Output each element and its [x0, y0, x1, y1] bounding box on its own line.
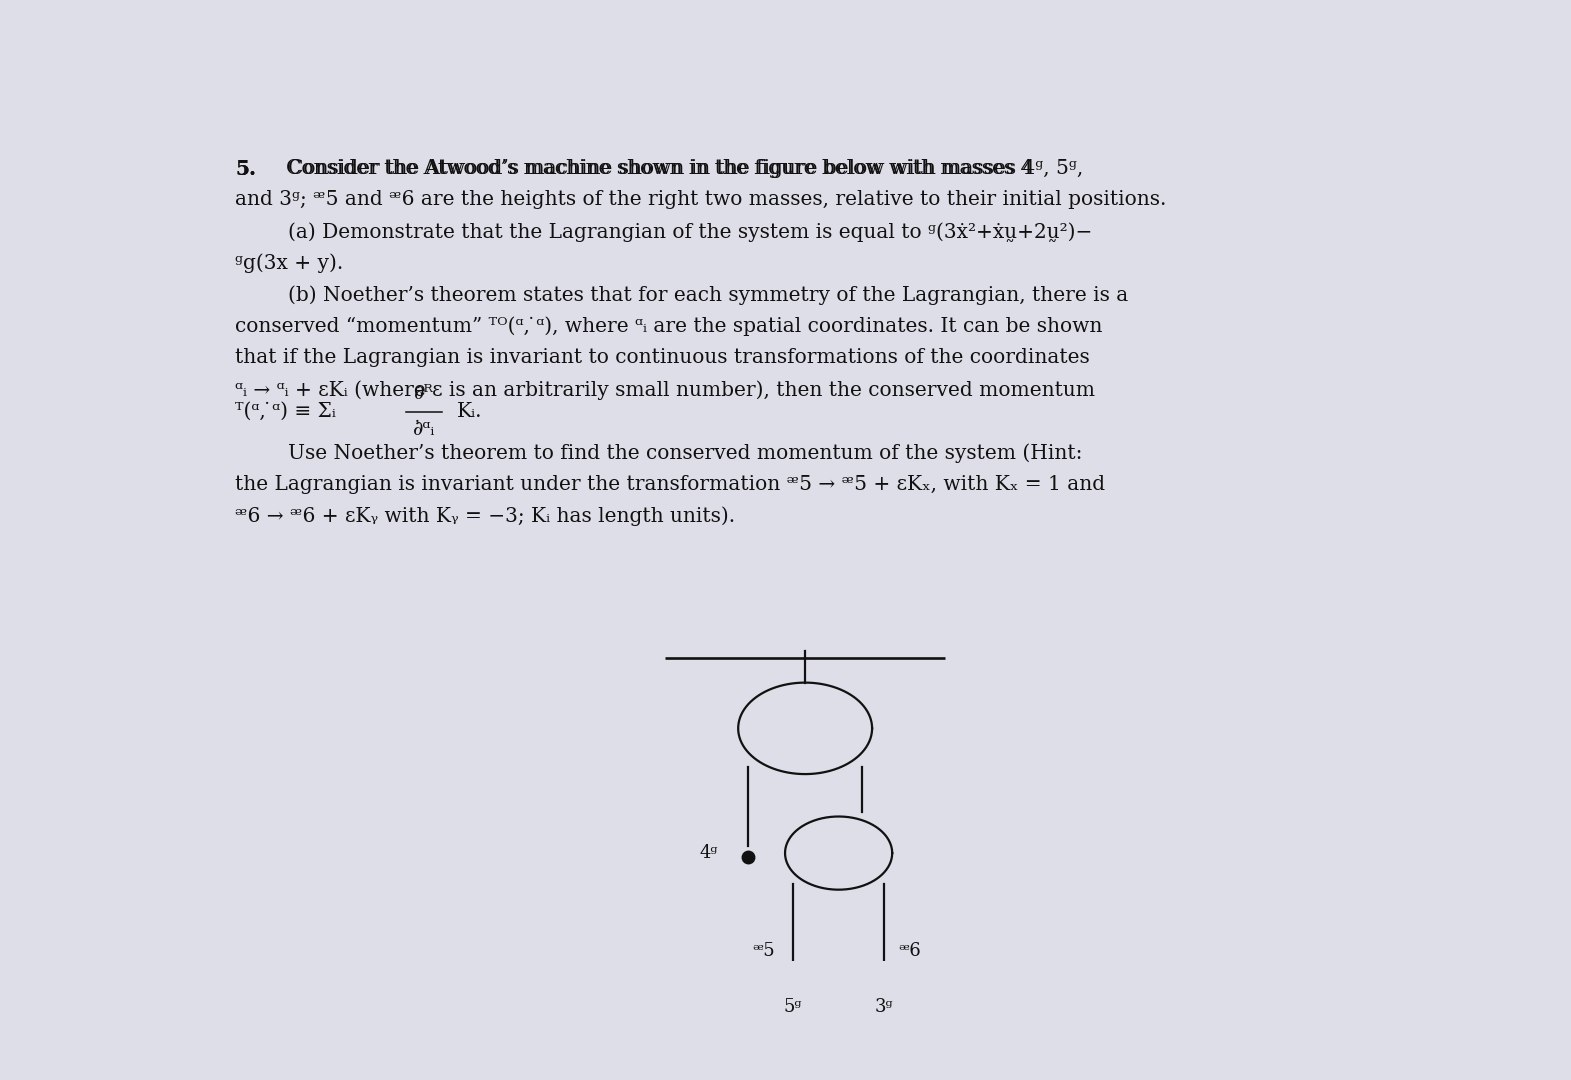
Text: (b) Noether’s theorem states that for each symmetry of the Lagrangian, there is : (b) Noether’s theorem states that for ea…	[287, 285, 1128, 305]
Text: ᵍg(3x + y).: ᵍg(3x + y).	[236, 254, 344, 273]
Text: and 3ᵍ; ᵆ5 and ᵆ6 are the heights of the right two masses, relative to their ini: and 3ᵍ; ᵆ5 and ᵆ6 are the heights of the…	[236, 190, 1167, 210]
Text: ᵀ(ᵅ, ̇ᵅ) ≡ Σᵢ: ᵀ(ᵅ, ̇ᵅ) ≡ Σᵢ	[236, 402, 336, 421]
Text: ∂ᴿ: ∂ᴿ	[415, 384, 434, 403]
Text: Consider the Atwood’s machine shown in the figure below with masses 4: Consider the Atwood’s machine shown in t…	[286, 159, 1034, 178]
Text: ∂̇ᵅᵢ: ∂̇ᵅᵢ	[413, 420, 435, 438]
Text: 5ᵍ: 5ᵍ	[784, 998, 803, 1016]
Text: ᵆ6 → ᵆ6 + εΚᵧ with Κᵧ = −3; Κᵢ has length units).: ᵆ6 → ᵆ6 + εΚᵧ with Κᵧ = −3; Κᵢ has lengt…	[236, 507, 735, 526]
Text: ᵆ6: ᵆ6	[899, 943, 922, 960]
Text: ᵆ5: ᵆ5	[753, 943, 775, 960]
Text: (a) Demonstrate that the Lagrangian of the system is equal to ᵍ(3ẋ²+ẋṵ+2ṵ²)−: (a) Demonstrate that the Lagrangian of t…	[287, 221, 1092, 242]
Text: Use Noether’s theorem to find the conserved momentum of the system (Hint:: Use Noether’s theorem to find the conser…	[287, 443, 1082, 462]
Text: 5.: 5.	[236, 159, 256, 178]
Text: conserved “momentum” ᵀᴼ(ᵅ, ̇ᵅ), where ᵅᵢ are the spatial coordinates. It can be : conserved “momentum” ᵀᴼ(ᵅ, ̇ᵅ), where ᵅᵢ…	[236, 316, 1103, 336]
Text: Consider the Atwood’s machine shown in the figure below with masses 4ᵍ, 5ᵍ,: Consider the Atwood’s machine shown in t…	[287, 159, 1082, 178]
Text: 5.: 5.	[236, 159, 256, 178]
Text: 3ᵍ: 3ᵍ	[875, 998, 894, 1016]
Text: that if the Lagrangian is invariant to continuous transformations of the coordin: that if the Lagrangian is invariant to c…	[236, 349, 1090, 367]
Text: the Lagrangian is invariant under the transformation ᵆ5 → ᵆ5 + εΚₓ, with Κₓ = 1 : the Lagrangian is invariant under the tr…	[236, 475, 1106, 494]
Text: 4ᵍ: 4ᵍ	[699, 845, 718, 862]
Text: ᵅᵢ → ᵅᵢ + εΚᵢ (where ε is an arbitrarily small number), then the conserved momen: ᵅᵢ → ᵅᵢ + εΚᵢ (where ε is an arbitrarily…	[236, 380, 1095, 400]
Text: Κᵢ.: Κᵢ.	[457, 402, 482, 421]
